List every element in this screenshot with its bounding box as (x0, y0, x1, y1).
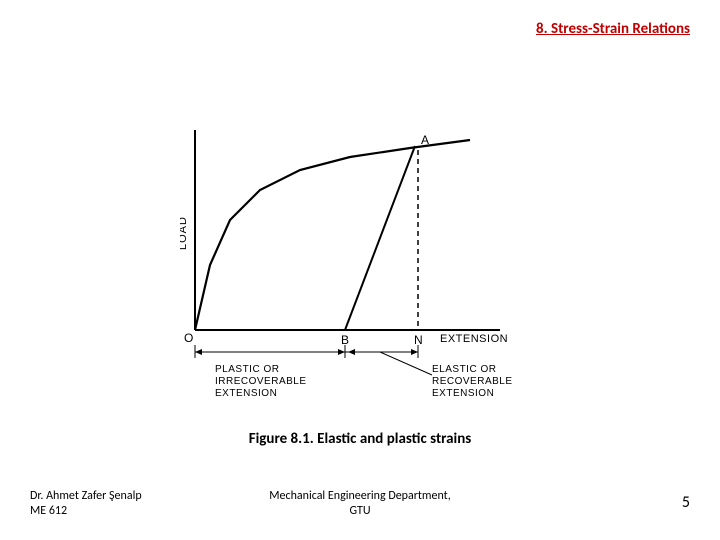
slide-header: 8. Stress-Strain Relations (536, 20, 690, 38)
y-axis-label: LOAD (180, 216, 189, 250)
elastic-arrow-left (348, 349, 355, 355)
elastic-label-3: EXTENSION (432, 388, 494, 399)
point-b-label: B (341, 333, 349, 347)
unload-line (345, 146, 415, 330)
point-n-label: N (414, 333, 423, 347)
caption-text: Figure 8.1. Elastic and plastic strains (249, 430, 472, 448)
x-axis-label: EXTENSION (440, 333, 508, 345)
page-number: 5 (682, 493, 690, 512)
dept-line2: GTU (0, 504, 720, 520)
plastic-label-3: EXTENSION (215, 388, 277, 399)
elastic-arrow-right (411, 349, 418, 355)
plastic-arrow-left (195, 349, 202, 355)
plastic-arrow-right (338, 349, 345, 355)
plastic-label-2: IRRECOVERABLE (215, 376, 307, 387)
plastic-label-1: PLASTIC OR (215, 364, 279, 375)
header-title: 8. Stress-Strain Relations (536, 20, 690, 38)
point-a-label: A (421, 133, 429, 147)
page-number-value: 5 (682, 493, 690, 512)
origin-label: O (184, 331, 193, 345)
load-extension-curve (195, 140, 470, 330)
footer-dept: Mechanical Engineering Department, GTU (0, 489, 720, 520)
dept-line1: Mechanical Engineering Department, (0, 489, 720, 505)
elastic-label-1: ELASTIC OR (432, 364, 496, 375)
elastic-label-2: RECOVERABLE (432, 376, 513, 387)
elastic-leader (380, 352, 432, 375)
stress-strain-diagram: A B N O LOAD EXTENSION PLASTIC OR IRRECO… (180, 130, 580, 420)
figure-caption: Figure 8.1. Elastic and plastic strains (0, 430, 720, 448)
